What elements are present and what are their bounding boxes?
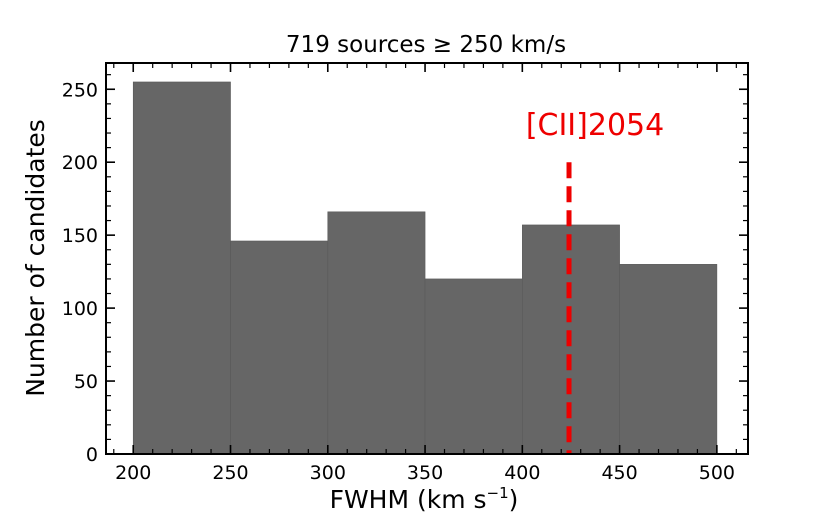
histogram-bar-3: [327, 211, 426, 455]
histogram-bar-6: [619, 264, 718, 455]
y-tick-label: 50: [74, 371, 98, 393]
y-tick-label: 150: [62, 225, 98, 247]
x-tick-label: 350: [407, 462, 443, 484]
plot-frame: [105, 62, 749, 455]
y-tick-label: 0: [86, 444, 98, 466]
bars-group: [132, 81, 718, 455]
x-tick-labels: 200 250 300 350 400 450 500: [115, 462, 735, 484]
x-tick-label: 200: [115, 462, 151, 484]
histogram-bar-1: [132, 81, 231, 455]
x-tick-label: 300: [310, 462, 346, 484]
x-axis-label: FWHM (km s−1): [330, 484, 519, 514]
y-axis-label: Number of candidates: [21, 119, 50, 397]
y-tick-label: 100: [62, 298, 98, 320]
ticks-group: [106, 63, 748, 455]
x-tick-label: 400: [504, 462, 540, 484]
y-tick-label: 250: [62, 79, 98, 101]
x-tick-label: 450: [601, 462, 637, 484]
histogram-bar-4: [424, 278, 523, 455]
x-tick-label: 250: [212, 462, 248, 484]
chart-title: 719 sources ≥ 250 km/s: [286, 32, 566, 58]
cii-marker-label: [CII]2054: [526, 108, 664, 143]
y-tick-labels: 0 50 100 150 200 250: [62, 79, 98, 466]
histogram-bar-2: [230, 240, 329, 455]
y-tick-label: 200: [62, 152, 98, 174]
x-tick-label: 500: [699, 462, 735, 484]
